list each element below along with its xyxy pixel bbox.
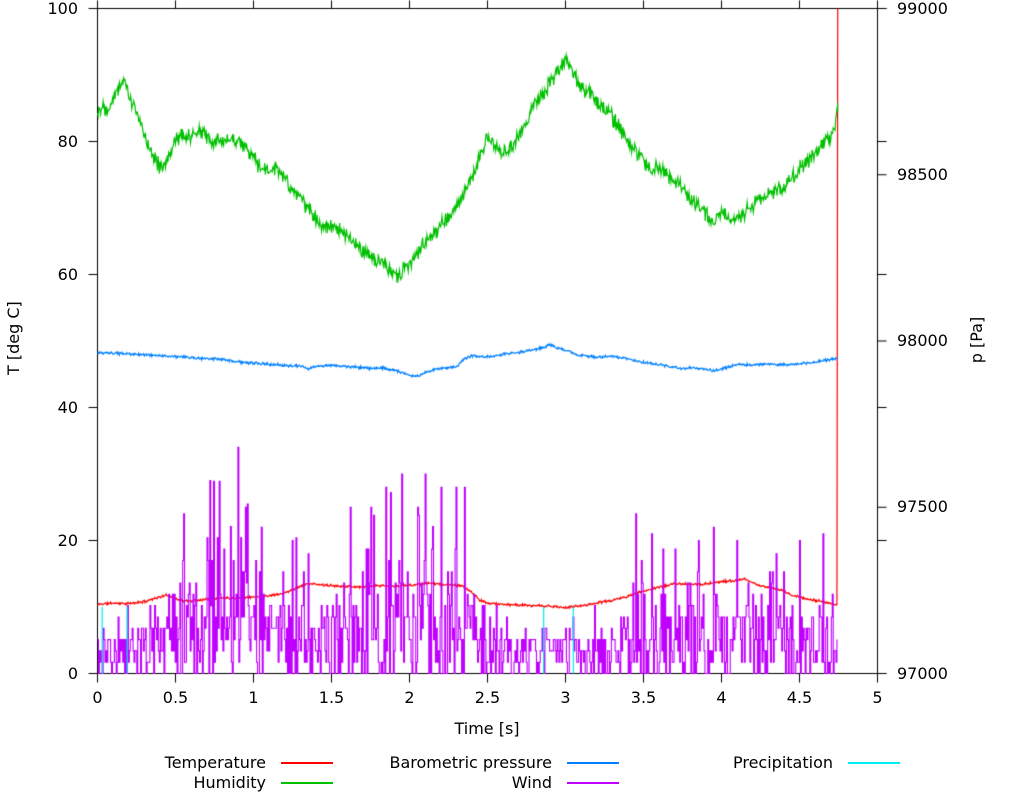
- y2-tick-label: 97500: [897, 497, 948, 517]
- x-tick-label: 3: [560, 688, 571, 707]
- legend-line-sample-precipitation: [848, 762, 900, 764]
- x-axis-title: Time [s]: [454, 719, 520, 738]
- x-tick-label: 5: [872, 688, 883, 707]
- x-tick-label: 2.5: [474, 688, 501, 707]
- x-tick-label: 2: [404, 688, 415, 707]
- y-tick-label: 100: [47, 0, 78, 18]
- legend-line-sample-temperature: [281, 762, 333, 764]
- x-tick-label: 1.5: [318, 688, 345, 707]
- x-tick-label: 4: [716, 688, 727, 707]
- legend-line-sample-barometric-pressure: [567, 762, 619, 764]
- y-tick-label: 80: [57, 131, 78, 151]
- y2-tick-label: 97000: [897, 663, 948, 683]
- legend-label-temperature: Temperature: [164, 753, 266, 772]
- x-tick-label: 0: [92, 688, 103, 707]
- legend-line-sample-wind: [567, 782, 619, 784]
- x-tick-label: 3.5: [630, 688, 657, 707]
- y-tick-label: 20: [57, 530, 78, 550]
- x-tick-label: 4.5: [786, 688, 813, 707]
- legend-label-precipitation: Precipitation: [732, 753, 833, 772]
- x-tick-label: 0.5: [162, 688, 189, 707]
- y-tick-label: 60: [57, 264, 78, 284]
- y-tick-label: 40: [57, 397, 78, 417]
- y2-tick-label: 98500: [897, 164, 948, 184]
- y-tick-label: 0: [67, 663, 78, 683]
- x-tick-label: 1: [248, 688, 259, 707]
- y2-tick-label: 98000: [897, 331, 948, 350]
- y2-axis-title: p [Pa]: [967, 316, 986, 364]
- legend-label-barometric-pressure: Barometric pressure: [389, 753, 552, 772]
- legend-line-sample-humidity: [281, 782, 333, 784]
- y2-tick-label: 99000: [897, 0, 948, 18]
- legend-label-wind: Wind: [511, 773, 552, 792]
- legend-label-humidity: Humidity: [193, 773, 266, 792]
- y-axis-title: T [deg C]: [4, 301, 23, 375]
